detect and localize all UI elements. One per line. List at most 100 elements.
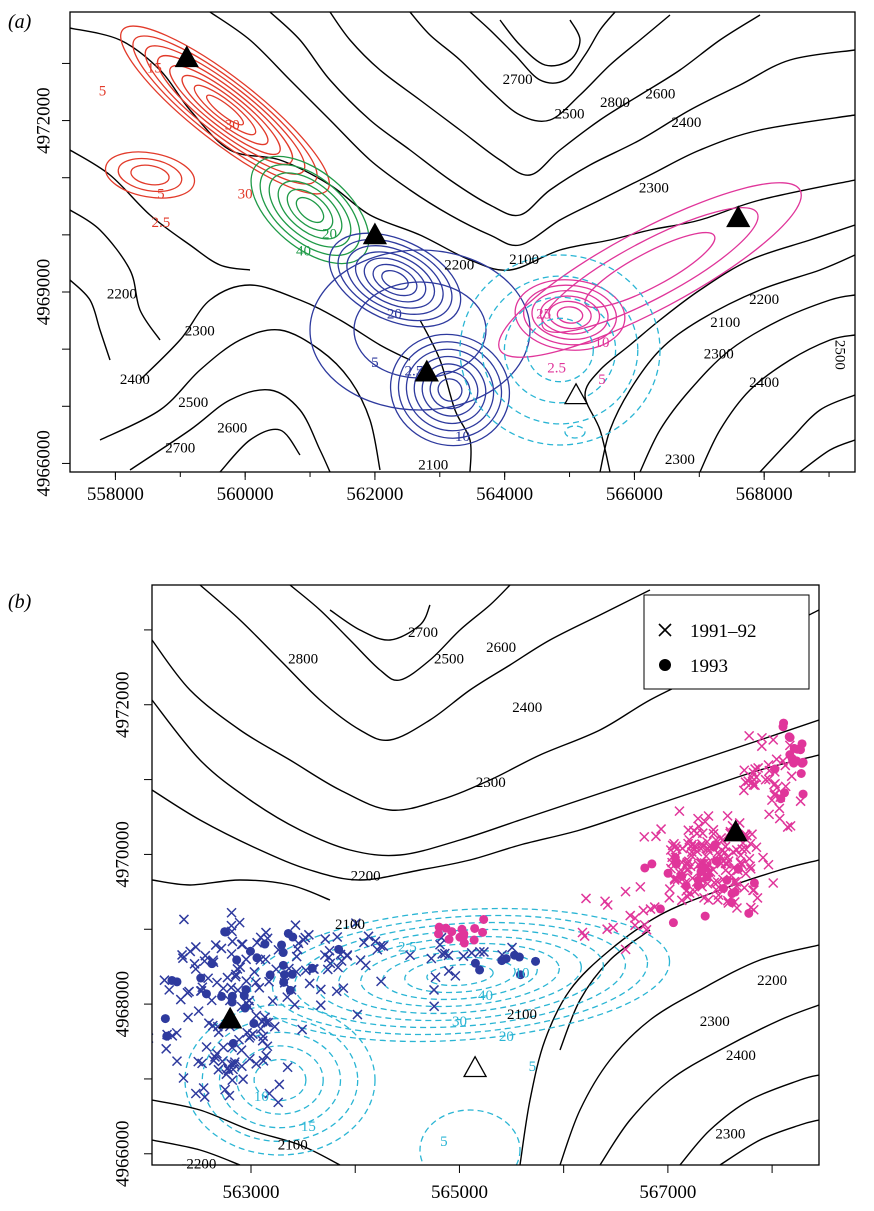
elevation-contour [419,319,472,472]
elevation-contour [599,1004,819,1165]
point-1993 [459,929,469,939]
point-1993 [228,1038,238,1048]
elevation-label: 2500 [555,106,585,122]
red-density-contour [181,74,269,146]
point-1991-92 [182,987,193,998]
point-1991-92 [178,1072,189,1084]
point-1991-92 [269,1021,280,1032]
y-tick-label: 4970000 [112,821,133,888]
elevation-label: 2100 [509,252,539,268]
elevation-label: 2300 [715,1127,745,1143]
point-1991-92 [720,841,731,852]
point-1991-92 [178,914,189,925]
y-tick-label: 4972000 [112,671,133,738]
point-1993 [240,1003,250,1013]
point-1993 [709,842,719,852]
magenta-density-contour [541,207,759,333]
point-1991-92 [338,983,349,994]
point-1991-92 [478,946,489,957]
green-density-label: 20 [322,226,337,242]
point-1991-92 [352,1009,363,1020]
cyan-density-contour [236,1045,324,1115]
green-density-contour [277,180,343,240]
point-1991-92 [201,1041,212,1053]
x-tick-label: 558000 [87,484,144,505]
red-density-label: 30 [225,118,240,134]
magenta-density-contour [548,300,592,330]
x-tick-label: 564000 [476,484,533,505]
magenta-density-contour [531,290,609,340]
point-1991-92 [224,1090,235,1101]
point-1991-92 [635,881,646,892]
point-1991-92 [230,971,241,982]
magenta-density-contour [556,306,584,324]
point-1991-92 [261,1050,272,1061]
point-1993 [510,950,520,960]
point-1993 [733,864,743,874]
point-1993 [727,889,737,899]
elevation-contour [289,585,511,682]
point-1993 [497,956,507,966]
point-1991-92 [674,806,685,817]
red-density-contour [205,94,245,126]
point-1991-92 [190,963,201,975]
point-1991-92 [629,920,641,931]
panel-b-plot-frame [151,584,820,1166]
point-1991-92 [768,877,779,889]
point-1991-92 [756,741,767,752]
point-1991-92 [700,816,711,827]
point-1991-92 [729,876,740,887]
point-1991-92 [358,937,369,948]
point-1991-92 [171,1027,182,1038]
point-1991-92 [244,1032,255,1043]
point-1991-92 [739,882,750,893]
panel-b-label: (b) [8,591,32,613]
elevation-contour [99,328,381,471]
green-density-contour [259,164,361,256]
blue-density-contour [354,251,436,309]
point-1991-92 [220,1084,231,1095]
legend-entry-1993: 1993 [690,656,728,677]
blue-density-contour [363,257,427,303]
cyan-density-contour [218,1031,342,1129]
red-density-contour [193,84,257,136]
point-1991-92 [190,1088,201,1099]
cyan-density-contour [526,317,594,383]
filled-triangle-marker [362,222,388,245]
point-1991-92 [758,852,769,863]
point-1991-92 [430,972,441,983]
point-1991-92 [683,825,694,836]
panel-a-label: (a) [8,11,32,33]
elevation-label: 2600 [486,640,516,656]
filled-triangle-marker [414,359,439,382]
point-1993 [712,856,722,866]
point-1991-92 [458,951,469,962]
elevation-label: 2500 [434,651,464,667]
panel-a-markers [174,45,751,405]
elevation-label: 2300 [185,323,215,339]
point-1991-92 [257,1035,268,1046]
point-1991-92 [774,803,785,814]
point-1993 [441,923,451,933]
point-1991-92 [226,907,237,918]
point-1991-92 [252,937,263,948]
point-1993 [475,965,485,975]
panel-a-contours [70,12,855,472]
elevation-contour [559,944,819,1165]
blue-density-label: 5 [371,355,379,371]
point-1991-92 [656,824,667,835]
point-1993 [792,744,802,754]
blue-density-label: 10 [455,429,470,445]
point-1991-92 [639,831,650,842]
red-density-contour [144,45,306,175]
elevation-contour [699,334,855,472]
green-density-contour [250,155,370,265]
y-tick-label: 4972000 [33,87,54,154]
elevation-contour [139,284,411,381]
elevation-label: 2400 [512,700,542,716]
blue-density-contour [337,238,453,322]
elevation-label: 2100 [418,458,448,474]
elevation-label: 2400 [726,1048,756,1064]
point-1991-92 [350,918,361,929]
legend-cross-symbol [658,623,672,637]
